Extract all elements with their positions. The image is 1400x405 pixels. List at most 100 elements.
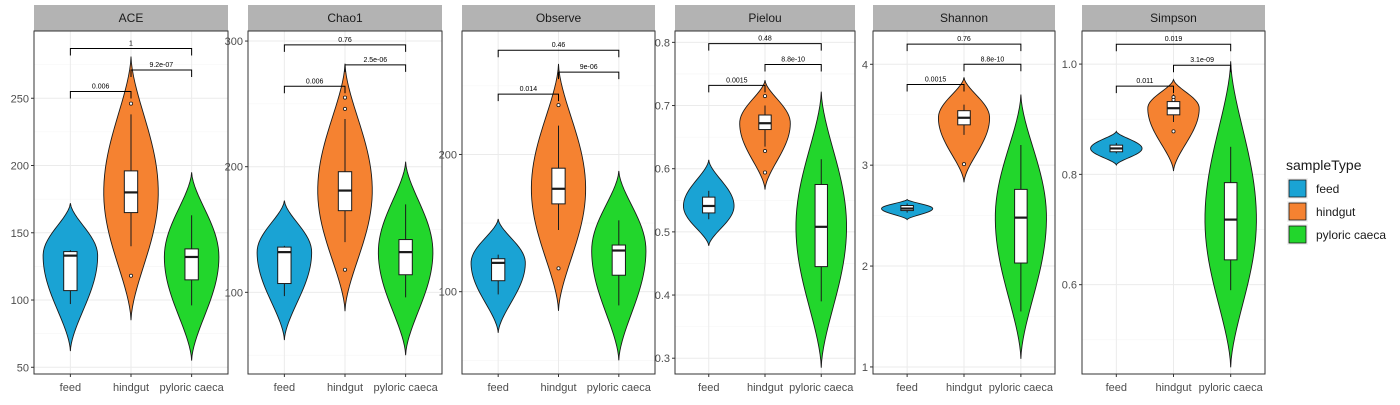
box-pyloric-caeca xyxy=(1014,188,1028,264)
p-value-label: 0.0015 xyxy=(726,77,748,84)
bracket-feed-vs-pyloric-caeca xyxy=(497,49,620,58)
bracket-hindgut-vs-pyloric-caeca xyxy=(963,63,1022,72)
y-tick-label: 3 xyxy=(862,160,868,172)
facet-strip-chao1 xyxy=(248,5,442,31)
x-tick-label-pyloric-caeca: pyloric caeca xyxy=(160,382,225,394)
p-value-label: 0.76 xyxy=(957,36,971,43)
bracket-feed-vs-hindgut xyxy=(1115,85,1174,94)
p-value-label: 1 xyxy=(129,40,133,47)
x-tick-label-pyloric-caeca: pyloric caeca xyxy=(374,382,439,394)
x-tick-label-pyloric-caeca: pyloric caeca xyxy=(587,382,652,394)
box-feed xyxy=(63,251,78,292)
facet-title-chao1: Chao1 xyxy=(327,11,363,25)
x-tick-label-hindgut: hindgut xyxy=(1155,382,1191,394)
y-tick-label: 1.0 xyxy=(1062,59,1077,71)
p-value-label: 8.8e-10 xyxy=(981,56,1005,63)
bracket-feed-vs-hindgut xyxy=(283,85,346,94)
legend-key-pyloric-caeca xyxy=(1288,225,1307,244)
bracket-hindgut-vs-pyloric-caeca xyxy=(130,69,193,78)
x-tick-label-feed: feed xyxy=(1106,382,1127,394)
facet-strip-observe xyxy=(462,5,655,31)
bracket-feed-vs-hindgut xyxy=(69,91,132,99)
legend-key-hindgut xyxy=(1288,202,1307,221)
p-value-label: 0.48 xyxy=(758,36,772,43)
facet-title-ace: ACE xyxy=(119,11,144,25)
facet-strip-ace xyxy=(34,5,228,31)
p-value-label: 0.006 xyxy=(92,84,110,91)
y-tick-label: 1 xyxy=(862,362,868,374)
y-tick-label: 0.4 xyxy=(655,290,670,302)
y-tick-label: 150 xyxy=(11,228,29,240)
panel-observe: Observe 100 200 0.014 9e-06 0.46 feed hindgut py… xyxy=(439,5,656,394)
y-tick-label: 0.6 xyxy=(1062,280,1077,292)
bracket-feed-vs-pyloric-caeca xyxy=(708,43,822,51)
legend-title: sampleType xyxy=(1286,157,1362,173)
facet-strip-shannon xyxy=(873,5,1055,31)
y-tick-label: 200 xyxy=(439,149,457,161)
x-tick-label-hindgut: hindgut xyxy=(540,382,576,394)
bracket-hindgut-vs-pyloric-caeca xyxy=(764,63,822,72)
p-value-label: 9.2e-07 xyxy=(149,62,173,69)
outlier-point xyxy=(342,267,347,272)
bracket-feed-vs-hindgut xyxy=(497,93,559,102)
box-hindgut xyxy=(551,167,566,205)
legend-label-hindgut: hindgut xyxy=(1316,205,1356,219)
outlier-point xyxy=(556,266,561,271)
bracket-feed-vs-hindgut xyxy=(708,84,766,93)
outlier-point xyxy=(763,149,768,154)
bracket-feed-vs-hindgut xyxy=(906,83,965,92)
panel-simpson: Simpson 0.6 0.8 1.0 0.011 3.1e-09 0.019 feed hin… xyxy=(1062,5,1266,394)
legend-label-feed: feed xyxy=(1316,182,1339,196)
outlier-point xyxy=(342,106,347,111)
bracket-feed-vs-pyloric-caeca xyxy=(1115,43,1232,52)
box-pyloric-caeca xyxy=(1223,182,1238,261)
outlier-point xyxy=(128,101,133,106)
x-tick-label-pyloric-caeca: pyloric caeca xyxy=(789,382,854,394)
x-tick-label-feed: feed xyxy=(896,382,917,394)
y-tick-label: 0.7 xyxy=(655,101,670,113)
x-tick-label-hindgut: hindgut xyxy=(113,382,149,394)
y-tick-label: 0.5 xyxy=(655,227,670,239)
p-value-label: 0.46 xyxy=(552,42,566,49)
bracket-hindgut-vs-pyloric-caeca xyxy=(344,64,407,72)
legend: sampleType feed hindgut pyloric caeca xyxy=(1286,157,1386,245)
panel-shannon: Shannon 1 2 3 4 0.0015 8.8e-10 0.76 feed hindgut p… xyxy=(862,5,1056,394)
outlier-point xyxy=(763,170,768,175)
outlier-point xyxy=(962,162,967,167)
p-value-label: 3.1e-09 xyxy=(1190,57,1214,64)
box-feed xyxy=(277,246,292,285)
panel-ace: ACE 50 100 150 200 250 0.006 9.2e-07 1 feed hindgu… xyxy=(11,5,229,394)
panel-chao1: Chao1 100 200 300 0.006 2.5e-06 0.76 feed hindgu… xyxy=(225,5,443,394)
facet-title-simpson: Simpson xyxy=(1150,11,1197,25)
bracket-hindgut-vs-pyloric-caeca xyxy=(558,71,620,80)
box-pyloric-caeca xyxy=(184,248,199,281)
bracket-feed-vs-pyloric-caeca xyxy=(283,44,407,52)
x-tick-label-feed: feed xyxy=(698,382,719,394)
p-value-label: 0.019 xyxy=(1165,36,1183,43)
x-tick-label-pyloric-caeca: pyloric caeca xyxy=(989,382,1054,394)
facet-title-pielou: Pielou xyxy=(748,11,781,25)
outlier-point xyxy=(128,273,133,278)
x-tick-label-hindgut: hindgut xyxy=(747,382,783,394)
y-tick-label: 2 xyxy=(862,261,868,273)
x-tick-label-pyloric-caeca: pyloric caeca xyxy=(1199,382,1264,394)
y-tick-label: 100 xyxy=(439,287,457,299)
facet-title-shannon: Shannon xyxy=(940,11,988,25)
x-tick-label-feed: feed xyxy=(60,382,81,394)
bracket-hindgut-vs-pyloric-caeca xyxy=(1173,64,1232,73)
p-value-label: 0.011 xyxy=(1136,78,1153,85)
p-value-label: 8.8e-10 xyxy=(781,56,805,63)
y-tick-label: 100 xyxy=(11,295,29,307)
bracket-feed-vs-pyloric-caeca xyxy=(69,47,193,56)
outlier-point xyxy=(342,95,347,100)
y-tick-label: 100 xyxy=(225,287,243,299)
facet-title-observe: Observe xyxy=(536,11,582,25)
x-tick-label-hindgut: hindgut xyxy=(946,382,982,394)
p-value-label: 0.006 xyxy=(306,78,324,85)
outlier-point xyxy=(556,103,561,108)
legend-label-pyloric-caeca: pyloric caeca xyxy=(1316,228,1386,242)
panel-pielou: Pielou 0.3 0.4 0.5 0.6 0.7 0.8 0.0015 8.8e-10 0.4… xyxy=(655,5,856,394)
box-pyloric-caeca xyxy=(611,244,626,276)
y-tick-label: 0.8 xyxy=(655,37,670,49)
